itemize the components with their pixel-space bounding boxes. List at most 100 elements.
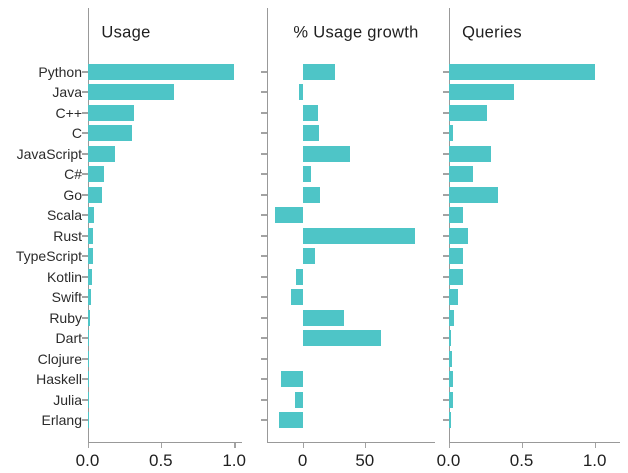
y-tick-mark	[81, 296, 88, 299]
bar	[298, 84, 303, 101]
bar	[87, 309, 91, 326]
y-tick-mark	[260, 357, 267, 360]
bar	[448, 268, 463, 285]
bar	[87, 145, 116, 162]
y-tick-mark	[442, 418, 449, 421]
y-tick-mark	[442, 91, 449, 94]
y-tick-mark	[260, 214, 267, 217]
y-axis-label: C	[71, 125, 82, 142]
plot-area-usage-growth: 0 50	[260, 8, 435, 470]
plot-area-usage: 0.0 0.5 1.0	[76, 8, 246, 470]
bar	[448, 145, 491, 162]
y-axis-label: Kotlin	[46, 268, 82, 285]
y-tick-mark	[81, 378, 88, 381]
bar	[87, 248, 94, 265]
y-tick-mark	[442, 296, 449, 299]
x-tick-label: 0.5	[509, 451, 534, 470]
y-tick-mark	[260, 255, 267, 258]
y-tick-mark	[81, 214, 88, 217]
x-tick-mark	[87, 443, 89, 448]
bar	[87, 166, 104, 183]
y-tick-mark	[442, 316, 449, 319]
panel-title-usage: Usage	[101, 23, 151, 42]
x-tick-label: 50	[355, 451, 375, 470]
y-tick-mark	[260, 152, 267, 155]
y-tick-mark	[81, 111, 88, 114]
bar	[448, 411, 451, 428]
y-tick-mark	[81, 316, 88, 319]
y-tick-mark	[442, 255, 449, 258]
y-tick-mark	[442, 337, 449, 340]
y-tick-mark	[260, 71, 267, 73]
bar	[448, 248, 463, 265]
bar	[302, 309, 344, 326]
y-tick-mark	[442, 378, 449, 381]
y-tick-mark	[260, 316, 267, 319]
bar	[87, 350, 89, 367]
bar	[278, 411, 303, 428]
x-tick-mark	[160, 443, 163, 448]
y-axis-label: Erlang	[41, 411, 82, 428]
bar	[296, 268, 303, 285]
bar	[448, 64, 595, 80]
x-tick-mark	[364, 443, 367, 448]
y-tick-mark	[260, 111, 267, 114]
bar	[87, 207, 95, 224]
bar	[87, 330, 89, 347]
bar	[448, 104, 487, 121]
y-tick-mark	[81, 152, 88, 155]
y-tick-mark	[81, 71, 88, 73]
y-axis-label: Scala	[46, 207, 82, 224]
bar	[448, 207, 464, 224]
bar	[448, 166, 474, 183]
plot-area-queries: 0.0 0.5 1.0	[437, 8, 620, 470]
bar	[87, 227, 94, 244]
y-tick-mark	[81, 337, 88, 340]
y-tick-mark	[260, 398, 267, 401]
y-tick-mark	[442, 214, 449, 217]
y-tick-mark	[442, 398, 449, 401]
y-axis-label: Julia	[53, 391, 82, 408]
y-axis-label: Swift	[51, 289, 82, 306]
y-axis-label: Clojure	[37, 350, 82, 367]
bar	[448, 309, 455, 326]
bar	[275, 207, 303, 224]
y-tick-mark	[442, 132, 449, 135]
bar	[448, 125, 454, 142]
panel-title-queries: Queries	[462, 23, 522, 42]
y-tick-mark	[81, 255, 88, 258]
y-axis-label: Java	[52, 84, 82, 101]
y-tick-mark	[442, 71, 449, 73]
y-axis-label: C#	[64, 166, 82, 183]
bar	[87, 371, 89, 388]
bar	[302, 330, 381, 347]
y-tick-mark	[260, 132, 267, 135]
y-tick-mark	[442, 152, 449, 155]
bar	[302, 166, 312, 183]
y-tick-mark	[260, 91, 267, 94]
bar	[448, 227, 469, 244]
y-tick-mark	[81, 91, 88, 94]
x-tick-label: 0.0	[436, 451, 461, 470]
bar	[448, 289, 459, 306]
y-tick-mark	[81, 173, 88, 176]
y-axis-label: Go	[63, 186, 82, 203]
y-tick-mark	[81, 234, 88, 237]
bar	[448, 330, 452, 347]
bar	[448, 186, 499, 203]
y-axis-label: Dart	[55, 330, 82, 347]
y-axis-label: Haskell	[36, 371, 82, 388]
y-tick-mark	[260, 193, 267, 196]
x-tick-label: 0.0	[75, 451, 100, 470]
y-axis-label: JavaScript	[16, 145, 82, 162]
bar	[302, 64, 335, 80]
bar	[291, 289, 303, 306]
y-axis-label: TypeScript	[15, 248, 82, 265]
bar	[87, 104, 135, 121]
y-tick-mark	[442, 111, 449, 114]
x-tick-mark	[448, 443, 450, 448]
x-tick-label: 1.0	[222, 451, 246, 470]
x-tick-mark	[594, 443, 597, 448]
bar	[87, 64, 235, 80]
